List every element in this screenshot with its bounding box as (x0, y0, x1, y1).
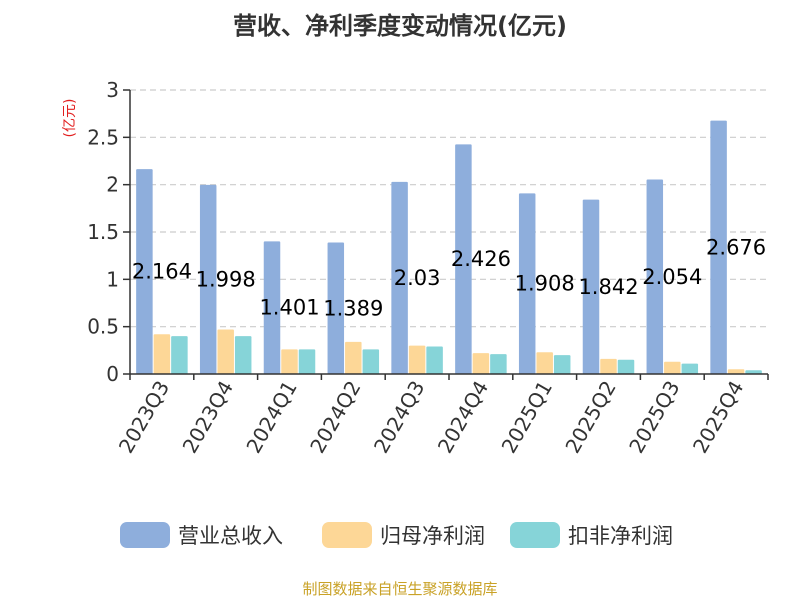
bar-1-2024Q4 (455, 144, 472, 374)
data-label: 1.389 (323, 296, 383, 320)
x-tick-label: 2025Q1 (497, 377, 557, 458)
bar-1-2025Q4 (710, 120, 727, 374)
bar-3-2023Q4 (234, 336, 252, 374)
bar-1-2024Q1 (263, 241, 281, 374)
bar-3-2025Q2 (617, 359, 635, 374)
legend-swatch (120, 522, 170, 548)
bar-3-2024Q4 (490, 354, 507, 374)
data-label: 2.164 (132, 260, 192, 284)
bar-2-2025Q4 (727, 369, 745, 374)
bar-1-2024Q2 (327, 242, 345, 374)
bar-1-2023Q4 (199, 184, 217, 374)
x-tick-label: 2024Q3 (369, 377, 429, 458)
bar-3-2025Q1 (553, 355, 571, 374)
y-tick-label: 0.5 (87, 315, 119, 339)
bar-2-2025Q2 (600, 358, 617, 374)
bar-1-2025Q2 (582, 199, 600, 374)
bar-3-2025Q4 (745, 370, 762, 374)
y-tick-label: 2.5 (87, 125, 119, 149)
bar-3-2023Q3 (171, 336, 188, 374)
bar-3-2024Q3 (426, 346, 443, 374)
legend-label: 扣非净利润 (568, 524, 673, 548)
x-tick-label: 2023Q3 (114, 377, 174, 458)
x-tick-label: 2024Q2 (305, 377, 365, 458)
x-tick-label: 2024Q1 (241, 377, 301, 458)
legend-swatch (322, 522, 372, 548)
bar-2-2024Q4 (472, 353, 490, 374)
bar-2-2024Q1 (281, 349, 298, 374)
data-label: 2.054 (642, 265, 702, 289)
y-tick-label: 3 (106, 78, 119, 102)
data-label: 2.03 (394, 266, 441, 290)
bar-1-2025Q3 (646, 179, 664, 374)
data-label: 1.842 (578, 275, 638, 299)
bar-1-2023Q3 (136, 169, 153, 374)
chart-title: 营收、净利季度变动情况(亿元) (233, 12, 567, 40)
legend-label: 归母净利润 (380, 524, 485, 548)
x-tick-label: 2025Q3 (624, 377, 684, 458)
bar-3-2025Q3 (681, 363, 699, 374)
bar-2-2024Q2 (345, 341, 362, 374)
source-note: 制图数据来自恒生聚源数据库 (302, 580, 497, 598)
bar-2-2025Q1 (536, 352, 553, 374)
bar-1-2024Q3 (391, 181, 408, 374)
legend: 营业总收入 归母净利润 扣非净利润 (120, 522, 673, 548)
x-tick-label: 2025Q2 (560, 377, 620, 458)
bars-group (136, 120, 762, 374)
data-label: 2.676 (706, 235, 766, 259)
y-tick-label: 1.5 (87, 220, 119, 244)
y-tick-label: 0 (106, 362, 119, 386)
legend-swatch (510, 522, 560, 548)
bar-1-2025Q1 (518, 193, 536, 374)
bar-2-2023Q4 (217, 329, 234, 374)
data-label: 1.998 (196, 267, 256, 291)
y-tick-label: 1 (106, 267, 119, 291)
data-label: 1.401 (259, 296, 319, 320)
x-tick-label: 2023Q4 (178, 377, 238, 458)
x-tick-label: 2025Q4 (688, 377, 748, 458)
y-axis-label: (亿元) (62, 99, 78, 138)
bar-2-2025Q3 (664, 361, 681, 374)
y-tick-label: 2 (106, 173, 119, 197)
data-label: 1.908 (515, 272, 575, 296)
legend-label: 营业总收入 (178, 524, 283, 548)
bar-3-2024Q2 (362, 349, 380, 374)
bar-2-2024Q3 (408, 345, 426, 374)
x-tick-label: 2024Q4 (433, 377, 493, 458)
data-label: 2.426 (451, 247, 511, 271)
bar-2-2023Q3 (153, 334, 171, 374)
bar-3-2024Q1 (298, 349, 316, 374)
